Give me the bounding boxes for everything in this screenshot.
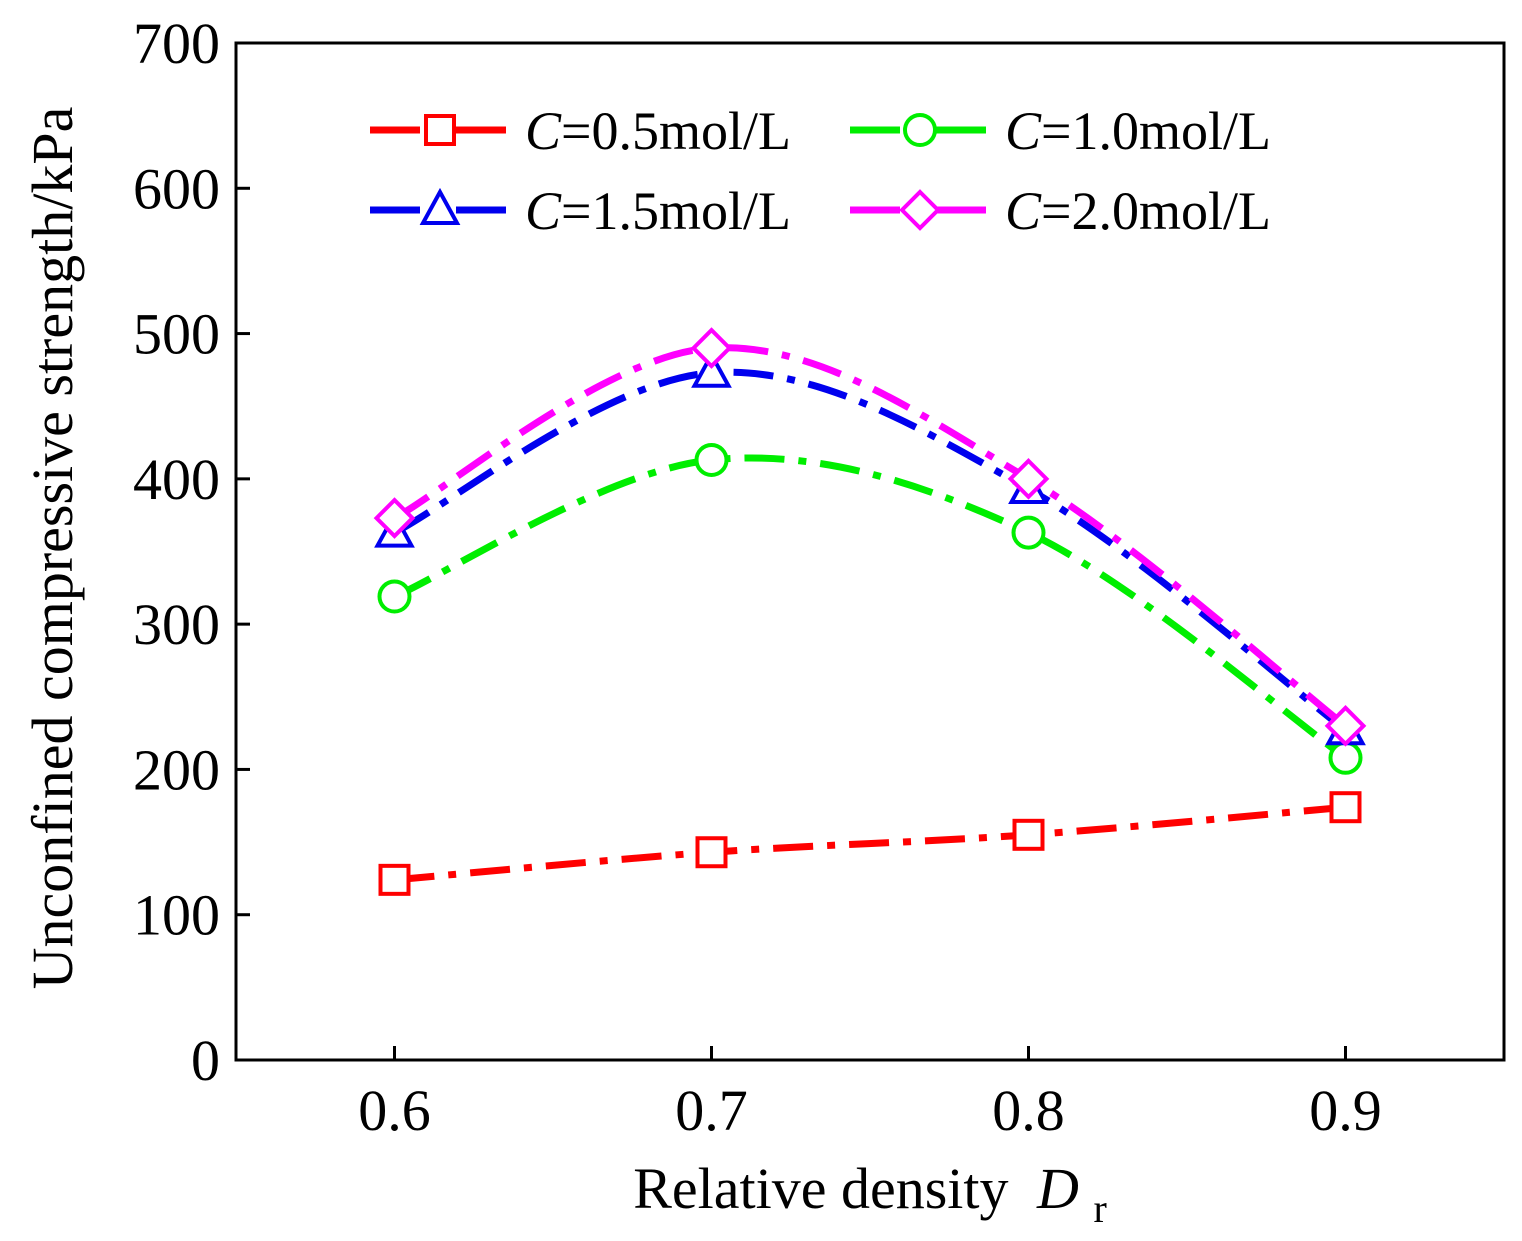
series-line [393,454,1348,761]
data-point [690,327,733,369]
data-point [373,497,416,539]
x-tick-label: 0.6 [358,1078,431,1143]
legend-label: C=2.0mol/L [1005,181,1271,241]
legend-marker [903,113,937,147]
legend-marker [899,189,941,231]
legend-item: C=1.0mol/L [850,101,1271,161]
legend-label: C=1.0mol/L [1005,101,1271,161]
legend-marker [424,114,456,146]
data-point [1007,458,1050,500]
data-point [1012,818,1045,851]
data-point [695,836,728,869]
y-tick-label: 500 [133,302,220,367]
y-tick-label: 200 [133,737,220,802]
data-point [1011,515,1046,550]
x-tick-label: 0.9 [1309,1078,1382,1143]
series-square [378,791,1362,896]
x-tick-label: 0.8 [992,1078,1065,1143]
data-point [1324,705,1367,747]
x-axis-title: Relative density D r [633,1156,1107,1231]
x-axis-title-symbol: D [1036,1156,1079,1221]
data-point [1328,740,1363,775]
y-axis-title: Unconfined compressive strength/kPa [20,107,85,990]
data-point [1329,791,1362,824]
legend-marker [419,187,461,225]
series-line [392,368,1348,733]
series-line [394,803,1346,884]
series-line [392,344,1348,729]
data-point [694,442,729,477]
plot-area [373,327,1367,896]
series-triangle [374,350,1366,746]
legend-item: C=1.5mol/L [370,181,791,241]
y-tick-label: 700 [133,11,220,76]
legend-item: C=0.5mol/L [370,101,791,161]
data-point [377,579,412,614]
x-tick-label: 0.7 [675,1078,748,1143]
y-tick-label: 100 [133,883,220,948]
x-axis-title-text: Relative density [633,1156,1008,1221]
axis-ticks: 0 100 200 300 400 500 600 700 0.6 0.7 0.8 0.9 [133,11,1382,1143]
y-tick-label: 400 [133,447,220,512]
data-point [378,863,411,896]
legend-label: C=0.5mol/L [525,101,791,161]
y-tick-label: 600 [133,156,220,221]
y-tick-label: 0 [191,1028,220,1093]
axes-frame [234,41,1506,1062]
y-tick-label: 300 [133,592,220,657]
legend-item: C=2.0mol/L [850,181,1271,241]
series-circle [377,442,1363,775]
data-point [691,350,732,388]
legend: C=0.5mol/L C=1.0mol/L C=1.5mol/L C=2.0mol/L [370,101,1271,241]
x-axis-title-subscript: r [1093,1186,1106,1231]
series-diamond [373,327,1367,747]
legend-label: C=1.5mol/L [525,181,791,241]
